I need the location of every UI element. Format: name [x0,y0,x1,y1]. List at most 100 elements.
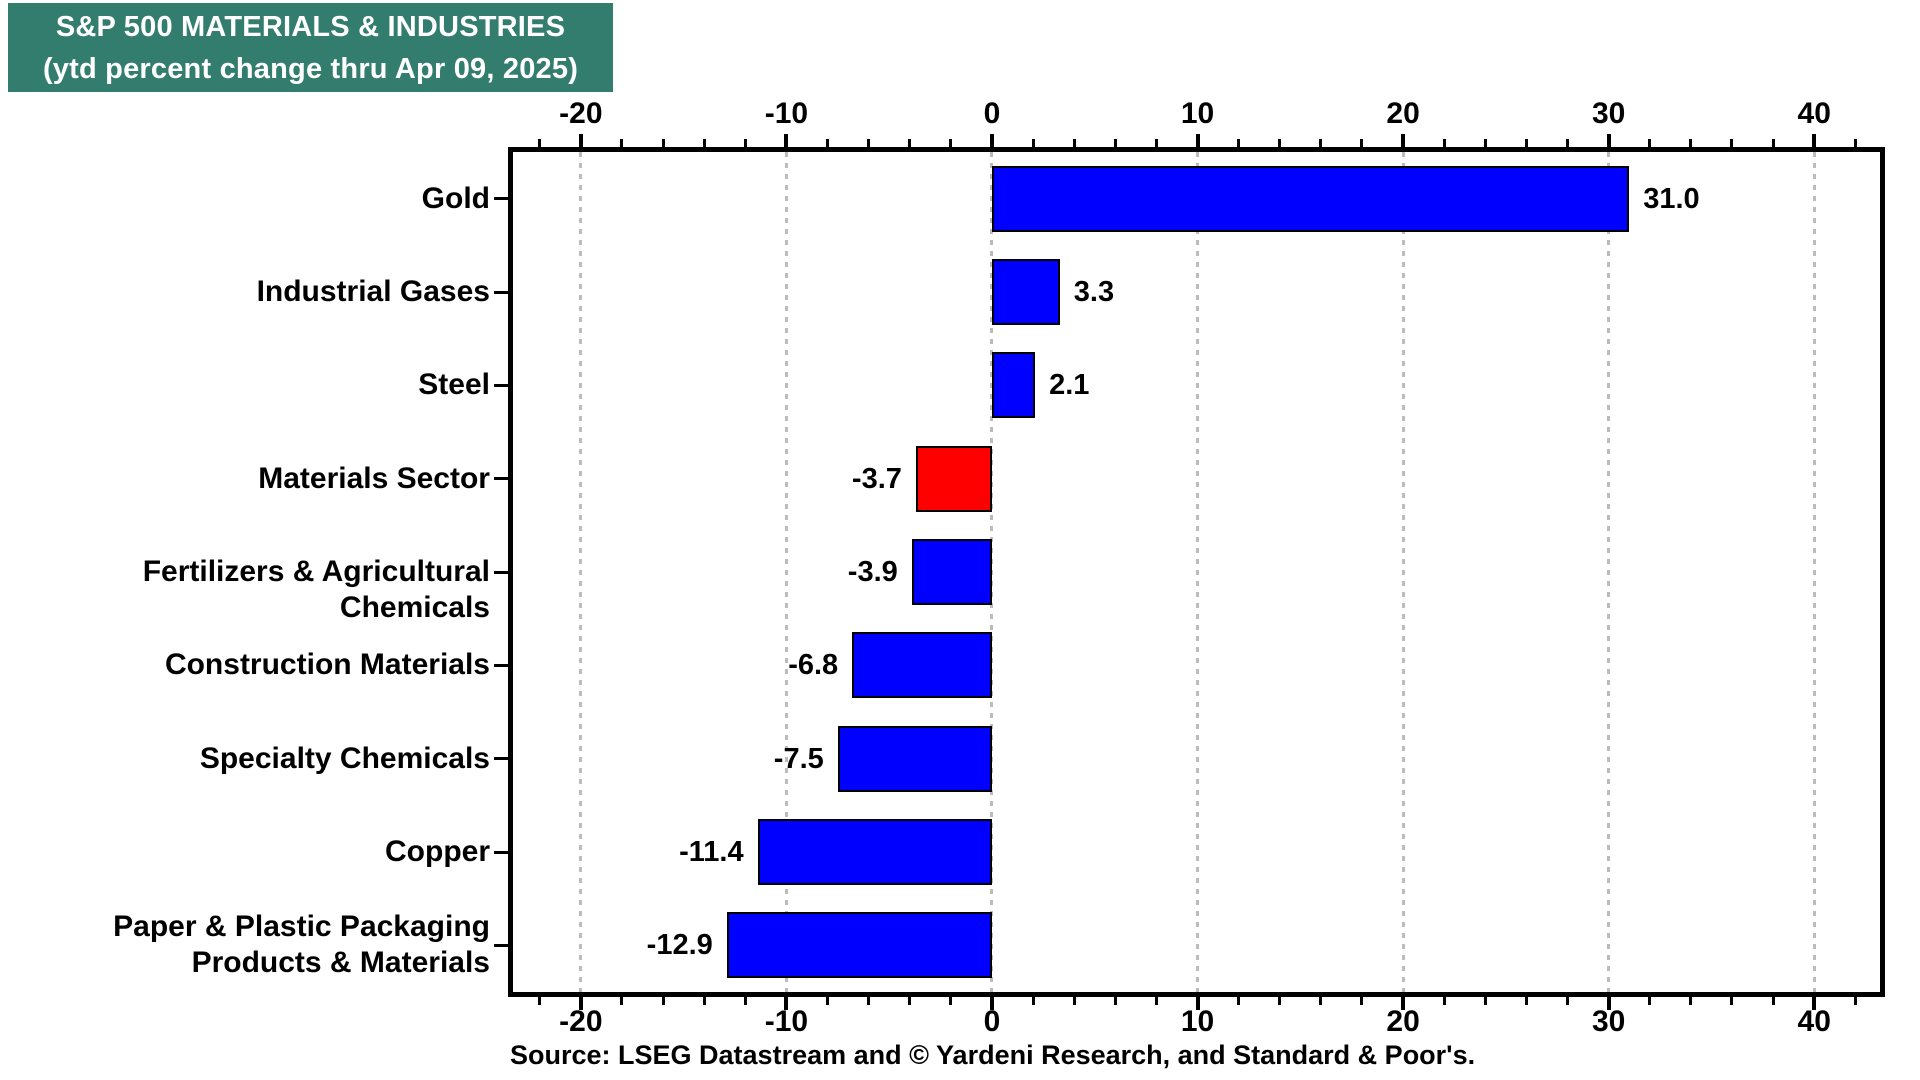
value-label-paper-plastic-packaging-products-materials: -12.9 [646,929,713,962]
x-tick-label-top: 30 [1591,97,1626,130]
x-tick-label-bottom: 20 [1386,1005,1420,1038]
x-tick-label-top: 10 [1180,97,1215,130]
axis-major-tick [1401,134,1406,147]
bar-copper [757,819,992,885]
bar-fertilizers-agricultural-chemicals [911,539,992,605]
axis-minor-tick [1524,997,1528,1005]
axis-minor-tick [1360,997,1364,1005]
axis-minor-tick [1771,139,1775,147]
axis-minor-tick [1278,139,1282,147]
axis-major-tick [1606,134,1611,147]
category-label-line: Steel [418,368,490,402]
x-tick-label-top: 40 [1797,97,1831,130]
axis-major-tick [1812,134,1817,147]
axis-minor-tick [1648,139,1652,147]
axis-minor-tick [1154,139,1158,147]
category-tick-gold [494,197,508,201]
axis-minor-tick [1689,997,1693,1005]
axis-minor-tick [1278,997,1282,1005]
axis-major-tick [1195,997,1200,1010]
axis-minor-tick [1566,997,1570,1005]
axis-minor-tick [1730,997,1734,1005]
category-label-line: Paper & Plastic Packaging [113,910,490,944]
bar-paper-plastic-packaging-products-materials [726,912,992,979]
axis-minor-tick [1113,997,1117,1005]
x-tick-label-bottom: -10 [764,1005,809,1038]
axis-minor-tick [1237,139,1241,147]
value-label-materials-sector: -3.7 [851,462,902,495]
x-tick-label-bottom: 40 [1797,1005,1831,1038]
gridline-0 [990,152,994,992]
axis-minor-tick [702,997,706,1005]
axis-major-tick [1812,997,1817,1010]
axis-minor-tick [1031,997,1035,1005]
gridline-30 [1607,152,1611,992]
axis-minor-tick [1237,997,1241,1005]
axis-major-tick [989,134,994,147]
category-label-line: Specialty Chemicals [199,741,490,775]
axis-minor-tick [1319,139,1323,147]
category-tick-materials-sector [494,477,508,481]
value-label-steel: 2.1 [1049,369,1090,402]
category-tick-specialty-chemicals [494,757,508,761]
axis-minor-tick [826,139,829,147]
axis-minor-tick [1771,997,1775,1005]
x-tick-label-bottom: 10 [1180,1005,1215,1038]
bar-specialty-chemicals [837,725,992,792]
gridline--10 [784,152,788,992]
axis-minor-tick [1483,139,1487,147]
axis-minor-tick [1442,139,1446,147]
chart-title-box: S&P 500 MATERIALS & INDUSTRIES (ytd perc… [8,3,613,92]
axis-minor-tick [743,997,747,1005]
axis-minor-tick [1319,997,1323,1005]
category-tick-paper-plastic-packaging-products-materials [494,943,508,947]
value-label-specialty-chemicals: -7.5 [773,742,824,775]
gridline-40 [1812,152,1816,992]
axis-minor-tick [949,139,953,147]
x-tick-label-bottom: 0 [983,1005,1001,1038]
axis-minor-tick [867,139,871,147]
source-text: Source: LSEG Datastream and © Yardeni Re… [510,1040,1476,1070]
axis-minor-tick [1689,139,1693,147]
category-label-paper-plastic-packaging-products-materials: Paper & Plastic Packaging Products & Mate… [0,909,490,981]
axis-minor-tick [661,139,665,147]
category-label-line: Products & Materials [191,946,490,980]
axis-major-tick [578,997,583,1010]
category-label-line: Construction Materials [164,648,490,682]
axis-minor-tick [1031,139,1035,147]
value-label-industrial-gases: 3.3 [1073,276,1115,308]
axis-major-tick [784,997,789,1010]
category-label-steel: Steel [0,367,490,403]
x-tick-label-bottom: -20 [559,1005,603,1038]
bar-gold [991,165,1630,232]
axis-minor-tick [538,997,542,1005]
value-label-gold: 31.0 [1643,182,1700,215]
chart-title-line1: S&P 500 MATERIALS & INDUSTRIES [55,10,566,43]
axis-minor-tick [1648,997,1652,1005]
axis-minor-tick [538,139,542,147]
axis-minor-tick [743,139,747,147]
axis-minor-tick [1154,997,1158,1005]
x-tick-label-bottom: 30 [1591,1005,1626,1038]
axis-minor-tick [702,139,706,147]
x-tick-label-top: 0 [983,97,1001,130]
x-tick-label-top: -10 [764,97,809,130]
category-label-line: Copper [385,835,490,868]
axis-minor-tick [1360,139,1364,147]
axis-minor-tick [1072,997,1076,1005]
value-label-construction-materials: -6.8 [788,649,839,682]
category-label-line: Fertilizers & Agricultural Chemicals [142,555,490,624]
axis-major-tick [1401,997,1406,1010]
category-tick-fertilizers-agricultural-chemicals [494,570,508,574]
axis-minor-tick [620,997,624,1005]
category-label-construction-materials: Construction Materials [0,647,490,683]
axis-minor-tick [1853,139,1857,147]
category-label-line: Gold [421,181,490,215]
axis-minor-tick [620,139,624,147]
category-label-fertilizers-agricultural-chemicals: Fertilizers & Agricultural Chemicals [0,554,490,626]
axis-major-tick [989,997,994,1010]
bar-construction-materials [852,632,992,699]
x-tick-label-top: -20 [559,97,603,130]
gridline--20 [579,152,583,992]
axis-minor-tick [1483,997,1487,1005]
